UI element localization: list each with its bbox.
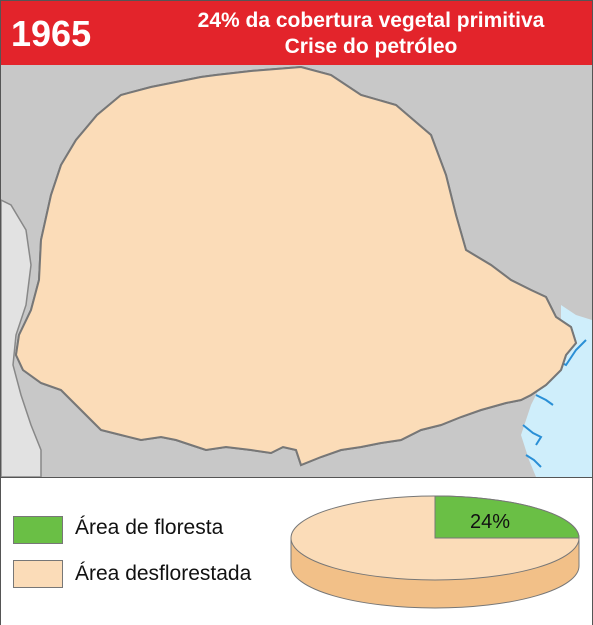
title-line-2: Crise do petróleo <box>284 35 458 58</box>
pie-slice-forest <box>434 495 580 539</box>
forest-legend-label: Área de floresta <box>75 516 224 539</box>
header-bar: 1965 24% da cobertura vegetal primitiva … <box>1 1 592 65</box>
deforested-swatch <box>13 560 63 588</box>
pie-chart: 24% <box>290 495 580 609</box>
legend-area: Área de floresta Área desflorestada 24% <box>1 477 592 625</box>
neighbor-country-west <box>1 199 42 477</box>
year-label: 1965 <box>11 13 92 54</box>
pie-percent-label: 24% <box>470 511 510 533</box>
deforested-legend-label: Área desflorestada <box>75 562 252 585</box>
forest-swatch <box>13 516 63 544</box>
ocean <box>521 305 592 477</box>
title-line-1: 24% da cobertura vegetal primitiva <box>197 9 545 32</box>
parana-map <box>1 65 592 477</box>
